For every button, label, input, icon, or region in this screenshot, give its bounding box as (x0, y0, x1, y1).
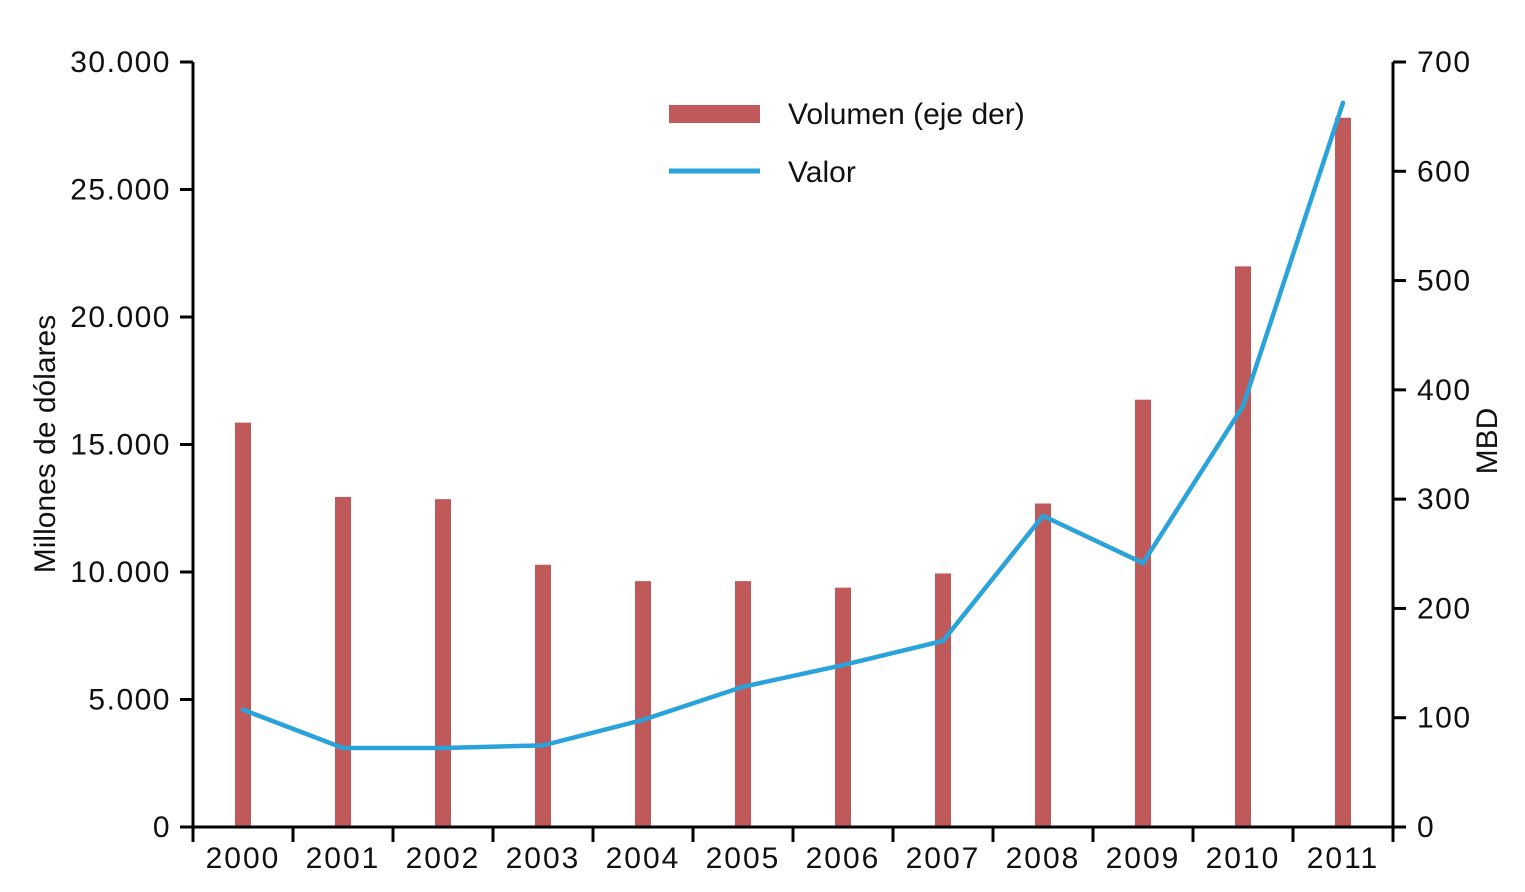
x-axis-year-label: 2010 (1206, 842, 1281, 875)
left-axis-tick-label: 15.000 (70, 429, 171, 462)
x-axis-year-label: 2007 (906, 842, 981, 875)
legend-label-valor: Valor (788, 156, 856, 189)
bar-2006 (835, 587, 851, 828)
left-axis-tick-label: 10.000 (70, 556, 171, 589)
left-axis-tick-label: 20.000 (70, 301, 171, 334)
bar-2007 (935, 573, 951, 828)
bars-layer (235, 117, 1351, 829)
x-axis-year-label: 2004 (606, 842, 681, 875)
left-axis-tick-label: 25.000 (70, 174, 171, 207)
legend-label-volumen: Volumen (eje der) (788, 98, 1025, 131)
right-axis-tick-label: 200 (1417, 592, 1472, 625)
right-axis-tick-label: 500 (1417, 265, 1472, 298)
bar-2000 (235, 422, 251, 828)
x-axis-year-label: 2005 (706, 842, 781, 875)
x-axis-year-label: 2011 (1307, 842, 1380, 875)
right-axis-tick-label: 300 (1417, 483, 1472, 516)
left-axis-tick-label: 5.000 (88, 684, 171, 717)
x-axis-year-label: 2008 (1006, 842, 1081, 875)
bar-2010 (1235, 266, 1251, 829)
right-axis-tick-label: 0 (1417, 811, 1435, 844)
bar-2008 (1035, 503, 1051, 828)
right-axis-tick-label: 100 (1417, 702, 1472, 735)
bar-2009 (1135, 399, 1151, 828)
bar-2004 (635, 581, 651, 828)
left-axis-tick-label: 0 (153, 811, 171, 844)
bar-2001 (335, 496, 351, 828)
x-axis-year-label: 2000 (206, 842, 281, 875)
x-axis-year-label: 2001 (306, 842, 381, 875)
right-axis-title: MBD (1471, 408, 1504, 475)
legend-bar-swatch-icon (669, 105, 760, 123)
left-axis-title: Millones de dólares (29, 315, 62, 573)
right-axis-tick-label: 400 (1417, 374, 1472, 407)
bar-2011 (1335, 117, 1351, 828)
left-axis-tick-label: 30.000 (70, 46, 171, 79)
valor-line (240, 100, 1346, 751)
line-layer (240, 100, 1346, 751)
right-axis-tick-label: 700 (1417, 46, 1472, 79)
x-axis-year-label: 2002 (406, 842, 481, 875)
x-axis-year-label: 2006 (806, 842, 881, 875)
bar-2002 (435, 499, 451, 828)
legend: Volumen (eje der) Valor (669, 98, 1025, 189)
bar-2005 (735, 581, 751, 828)
bar-2003 (535, 564, 551, 828)
axis-layer: 0 5.000 10.000 15.000 20.000 25.000 30.000 0 100… (70, 46, 1472, 875)
x-axis-year-label: 2003 (506, 842, 581, 875)
right-axis-tick-label: 600 (1417, 155, 1472, 188)
x-axis-year-label: 2009 (1106, 842, 1181, 875)
